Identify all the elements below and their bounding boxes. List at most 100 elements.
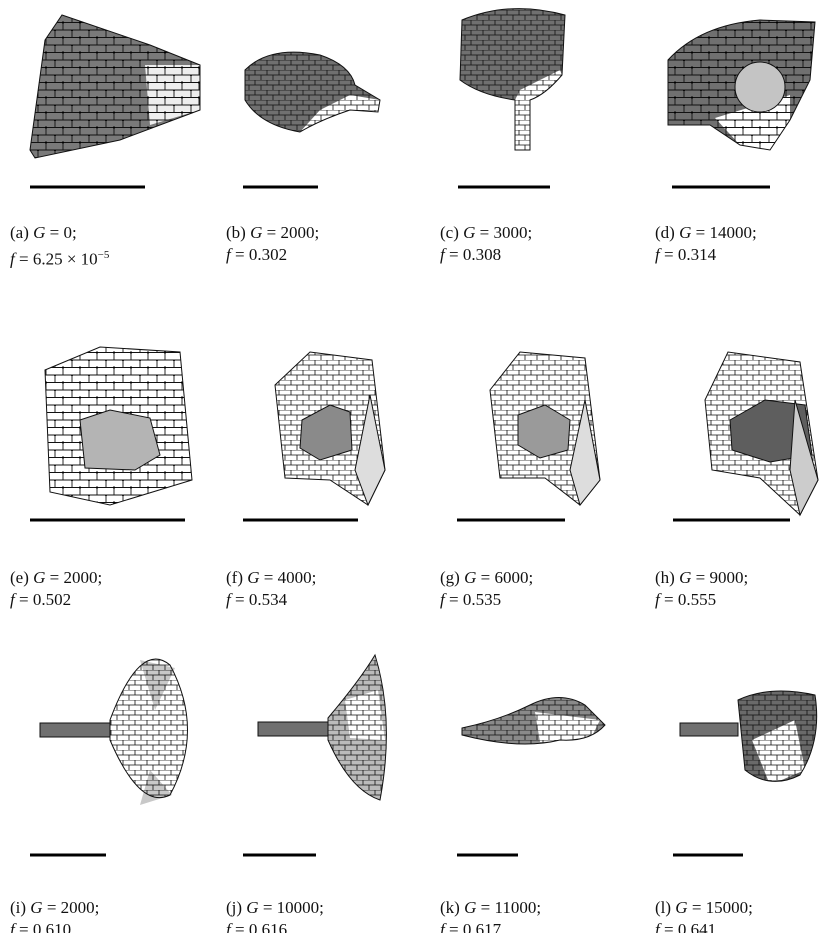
mesh-h	[673, 352, 818, 520]
caption-line: f = 0.534	[226, 589, 316, 611]
mesh-a	[30, 15, 200, 187]
value-text: = 6000;	[481, 568, 534, 587]
variable: G	[33, 568, 45, 587]
caption-line: (j) G = 10000;	[226, 897, 324, 919]
value-text: = 0.616	[235, 920, 287, 933]
mesh-figures	[0, 0, 822, 933]
caption-line: (c) G = 3000;	[440, 222, 532, 244]
caption: (d) G = 14000;f = 0.314	[655, 222, 757, 266]
variable: G	[679, 568, 691, 587]
mesh-g	[457, 352, 600, 520]
panel-label: (d)	[655, 223, 675, 242]
value-text: = 0.555	[664, 590, 716, 609]
panel-label: (a)	[10, 223, 29, 242]
variable: G	[250, 223, 262, 242]
caption-line: (h) G = 9000;	[655, 567, 748, 589]
variable: f	[440, 245, 445, 264]
value-text: = 0.641	[664, 920, 716, 933]
variable: f	[440, 920, 445, 933]
variable: f	[226, 590, 231, 609]
variable: G	[463, 223, 475, 242]
panel-label: (g)	[440, 568, 460, 587]
caption: (k) G = 11000;f = 0.617	[440, 897, 541, 933]
variable: f	[226, 920, 231, 933]
panel-label: (h)	[655, 568, 675, 587]
variable: f	[655, 590, 660, 609]
variable: f	[10, 250, 15, 269]
exponent: −5	[98, 249, 110, 261]
variable: f	[10, 590, 15, 609]
variable: f	[440, 590, 445, 609]
mesh-k	[457, 698, 605, 856]
variable: G	[464, 568, 476, 587]
value-text: = 15000;	[692, 898, 753, 917]
mesh-d	[668, 20, 815, 187]
variable: G	[679, 223, 691, 242]
variable: f	[655, 245, 660, 264]
value-text: = 0.502	[19, 590, 71, 609]
value-text: = 11000;	[481, 898, 541, 917]
variable: G	[30, 898, 42, 917]
caption: (h) G = 9000;f = 0.555	[655, 567, 748, 611]
caption: (e) G = 2000;f = 0.502	[10, 567, 102, 611]
caption-line: (f) G = 4000;	[226, 567, 316, 589]
caption-line: (e) G = 2000;	[10, 567, 102, 589]
value-text: = 0.534	[235, 590, 287, 609]
value-text: = 0.314	[664, 245, 716, 264]
caption: (l) G = 15000;f = 0.641	[655, 897, 753, 933]
caption-line: f = 0.617	[440, 919, 541, 933]
caption-line: (a) G = 0;	[10, 222, 109, 244]
caption-line: (k) G = 11000;	[440, 897, 541, 919]
value-text: = 0.610	[19, 920, 71, 933]
caption-line: (l) G = 15000;	[655, 897, 753, 919]
panel-label: (b)	[226, 223, 246, 242]
value-text: = 2000;	[50, 568, 103, 587]
caption-line: (g) G = 6000;	[440, 567, 533, 589]
value-text: = 0;	[50, 223, 77, 242]
caption-line: (b) G = 2000;	[226, 222, 319, 244]
caption-line: f = 0.502	[10, 589, 102, 611]
value-text: = 6.25 × 10	[19, 250, 98, 269]
mesh-b	[243, 52, 380, 187]
caption-line: f = 0.302	[226, 244, 319, 266]
mesh-e	[30, 347, 192, 520]
value-text: = 2000;	[267, 223, 320, 242]
caption: (b) G = 2000;f = 0.302	[226, 222, 319, 266]
caption: (i) G = 2000;f = 0.610	[10, 897, 99, 933]
caption-line: (i) G = 2000;	[10, 897, 99, 919]
caption-line: f = 0.308	[440, 244, 532, 266]
caption: (j) G = 10000;f = 0.616	[226, 897, 324, 933]
caption-line: f = 0.535	[440, 589, 533, 611]
value-text: = 0.302	[235, 245, 287, 264]
value-text: = 10000;	[263, 898, 324, 917]
caption: (a) G = 0;f = 6.25 × 10−5	[10, 222, 109, 271]
figure-page: (a) G = 0;f = 6.25 × 10−5(b) G = 2000;f …	[0, 0, 822, 933]
variable: G	[33, 223, 45, 242]
caption-line: f = 0.641	[655, 919, 753, 933]
caption-line: f = 0.314	[655, 244, 757, 266]
caption: (f) G = 4000;f = 0.534	[226, 567, 316, 611]
caption: (c) G = 3000;f = 0.308	[440, 222, 532, 266]
variable: G	[675, 898, 687, 917]
mesh-l	[673, 691, 817, 855]
value-text: = 0.617	[449, 920, 501, 933]
panel-label: (l)	[655, 898, 671, 917]
mesh-c	[458, 9, 565, 187]
variable: f	[226, 245, 231, 264]
caption: (g) G = 6000;f = 0.535	[440, 567, 533, 611]
caption-line: f = 6.25 × 10−5	[10, 244, 109, 271]
caption-line: f = 0.610	[10, 919, 99, 933]
mesh-j	[243, 655, 386, 855]
variable: G	[246, 898, 258, 917]
variable: G	[247, 568, 259, 587]
value-text: = 0.308	[449, 245, 501, 264]
variable: f	[655, 920, 660, 933]
panel-label: (i)	[10, 898, 26, 917]
panel-label: (k)	[440, 898, 460, 917]
panel-label: (j)	[226, 898, 242, 917]
panel-label: (e)	[10, 568, 29, 587]
panel-label: (c)	[440, 223, 459, 242]
mesh-f	[243, 352, 385, 520]
value-text: = 4000;	[264, 568, 317, 587]
mesh-i	[30, 659, 188, 855]
